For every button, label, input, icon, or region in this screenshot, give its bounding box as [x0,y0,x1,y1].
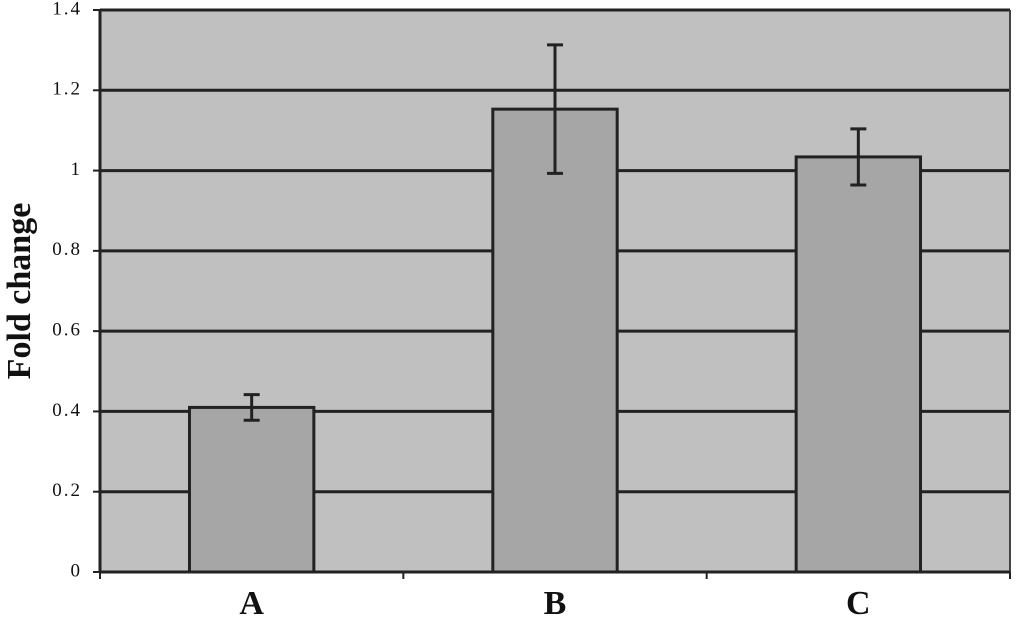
y-tick-label: 1.2 [52,79,82,100]
y-tick-label: 0.8 [52,239,82,260]
error-bar [547,43,563,175]
x-tick-label: B [544,585,567,622]
y-tick-label: 0 [71,560,83,581]
y-tick-label: 0.4 [52,400,82,421]
bar [794,155,923,574]
y-tick-label: 0.2 [52,480,82,501]
bar [491,107,619,574]
y-tick-label: 1 [71,159,83,180]
bar [187,405,316,574]
y-tick-label: 1.4 [52,0,82,19]
error-bar [850,127,867,187]
error-bar [243,393,260,422]
x-tick-label: C [846,585,871,622]
x-tick-label: A [239,585,264,622]
y-tick-label: 0.6 [52,320,82,341]
y-axis-label: Fold change [1,203,38,380]
